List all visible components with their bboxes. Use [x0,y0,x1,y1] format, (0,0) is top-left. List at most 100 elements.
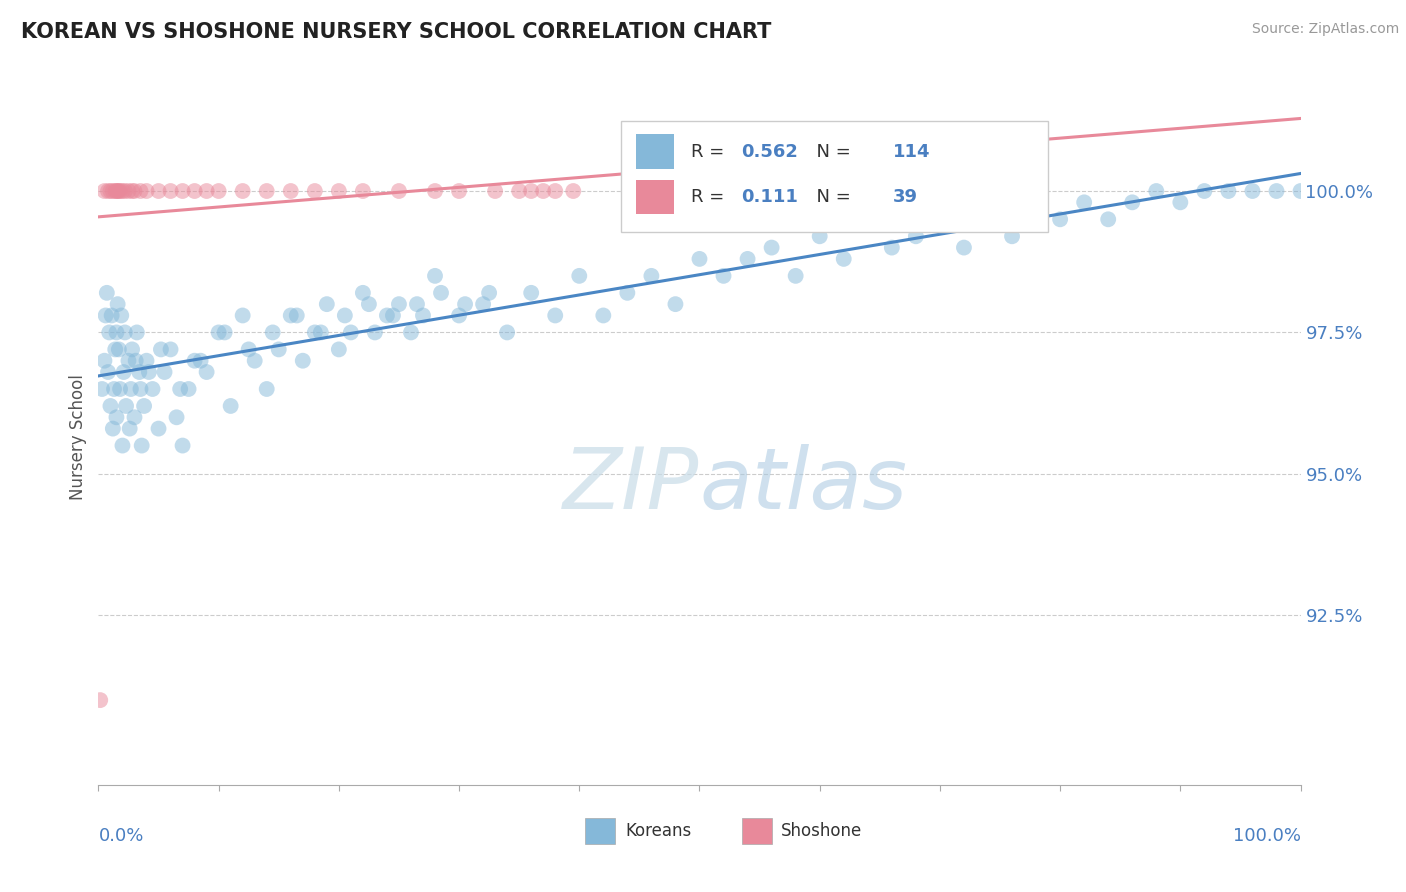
Point [183,184,205,198]
Point [1265,184,1288,198]
Text: N =: N = [806,188,856,206]
Point [388,297,411,311]
Point [104,343,127,357]
Text: Shoshone: Shoshone [782,822,862,840]
Point [117,353,139,368]
Point [280,309,302,323]
Point [328,343,350,357]
Point [195,184,218,198]
Point [761,241,783,255]
Point [105,184,128,198]
Point [592,309,614,323]
Text: R =: R = [692,143,730,161]
Point [640,268,662,283]
Point [904,229,927,244]
Point [232,309,254,323]
Point [357,297,380,311]
Point [256,382,278,396]
Point [713,268,735,283]
Point [125,326,148,340]
Point [304,326,326,340]
Point [149,343,172,357]
Point [97,184,120,198]
Point [121,343,143,357]
Point [856,212,879,227]
Point [89,693,111,707]
Point [785,268,807,283]
Point [880,241,903,255]
Point [93,353,115,368]
Point [238,343,260,357]
Point [520,285,543,300]
Point [267,343,290,357]
Point [100,309,122,323]
Point [159,343,181,357]
Point [304,184,326,198]
Point [1097,212,1119,227]
Point [129,382,152,396]
Point [115,399,138,413]
Point [118,421,141,435]
Point [262,326,284,340]
Point [148,421,170,435]
Point [128,365,150,379]
Point [172,439,194,453]
Point [285,309,308,323]
Point [531,184,554,198]
Text: atlas: atlas [699,444,907,527]
Point [1073,195,1095,210]
Point [447,309,470,323]
Point [664,297,686,311]
Point [124,410,146,425]
Point [309,326,332,340]
Point [96,285,118,300]
Point [472,297,495,311]
Point [124,184,146,198]
Point [232,184,254,198]
Point [1049,212,1071,227]
Point [375,309,398,323]
Point [1170,195,1192,210]
Text: 39: 39 [893,188,918,206]
Point [107,297,129,311]
Point [107,184,129,198]
Point [105,326,128,340]
Point [159,184,181,198]
Point [412,309,434,323]
Point [103,382,125,396]
Point [953,241,976,255]
Point [616,285,638,300]
Point [496,326,519,340]
Point [484,184,506,198]
Point [195,365,218,379]
Point [101,184,124,198]
Point [153,365,176,379]
Point [243,353,266,368]
Point [808,229,831,244]
Point [94,309,117,323]
Point [737,252,759,266]
Point [1218,184,1240,198]
Point [544,184,567,198]
Point [148,184,170,198]
Point [430,285,453,300]
Point [98,326,121,340]
Point [141,382,163,396]
Point [256,184,278,198]
Point [333,309,356,323]
Point [117,184,139,198]
Y-axis label: Nursery School: Nursery School [69,374,87,500]
Bar [636,135,675,169]
Point [100,184,122,198]
Point [100,399,122,413]
Text: R =: R = [692,188,730,206]
Point [219,399,242,413]
Text: 0.562: 0.562 [741,143,799,161]
Point [423,184,446,198]
Point [111,184,134,198]
Point [1144,184,1167,198]
Point [105,410,128,425]
Point [352,285,374,300]
Point [120,382,142,396]
Point [93,184,115,198]
